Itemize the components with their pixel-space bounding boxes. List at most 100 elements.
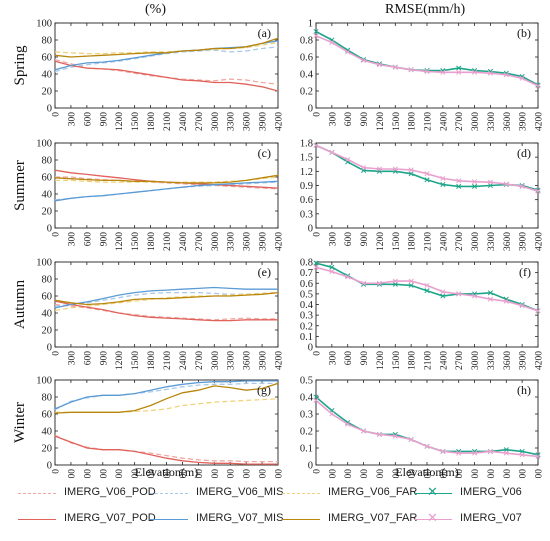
legend-label-v06-pod: IMERG_V06_POD	[64, 486, 156, 498]
x-tick-label: 4200	[275, 469, 285, 478]
y-tick-label: 100	[36, 139, 52, 150]
x-tick-label: 1200	[376, 112, 386, 131]
x-tick-label: 600	[344, 351, 354, 366]
series-line-v06-far	[55, 398, 279, 413]
x-tick-label: 2700	[455, 112, 465, 131]
series-line-v06-mis	[54, 181, 279, 201]
x-tick-label: 1200	[115, 351, 125, 370]
legend-line-v06-far	[282, 493, 320, 494]
x-tick-label: 2100	[424, 469, 434, 478]
x-tick-label: 3000	[471, 232, 481, 251]
x-tick-label: 2400	[439, 232, 449, 251]
x-tick-label: 3300	[227, 232, 237, 251]
series-marker-rmse-v07	[392, 64, 398, 70]
series-marker-rmse-v07	[361, 428, 367, 434]
series-marker-rmse-v07	[408, 278, 414, 284]
series-marker-rmse-v06	[535, 187, 541, 193]
series-marker-rmse-v07	[345, 421, 351, 427]
series-marker-rmse-v07	[345, 274, 351, 280]
x-tick-label: 1500	[392, 469, 402, 478]
series-marker-rmse-v07	[519, 183, 525, 189]
series-marker-rmse-v07	[361, 280, 367, 286]
y-tick-label: 40	[42, 70, 53, 81]
series-marker-rmse-v07	[535, 83, 541, 89]
x-tick-label: 900	[360, 232, 370, 247]
series-marker-rmse-v07	[313, 397, 319, 403]
series-marker-rmse-v07	[456, 450, 462, 456]
panel-tag: (g)	[257, 383, 271, 397]
x-tick-label: 900	[360, 469, 370, 478]
series-line-v06-mis	[54, 46, 279, 73]
series-marker-rmse-v07	[519, 75, 525, 81]
x-tick-label: 4200	[535, 351, 545, 370]
legend-line-v07-mis	[150, 519, 188, 520]
legend-line-rmse-v07	[414, 519, 452, 520]
series-marker-rmse-v07	[392, 278, 398, 284]
x-tick-label: 4200	[275, 232, 285, 251]
legend-line-v06-mis	[150, 493, 188, 494]
x-tick-label: 0	[52, 112, 62, 117]
y-tick-label: 0.6	[300, 279, 313, 290]
x-tick-label: 900	[99, 232, 109, 247]
panel-tag: (a)	[258, 26, 271, 40]
x-tick-label: 2100	[163, 351, 173, 370]
series-marker-rmse-v07	[313, 264, 319, 270]
x-tick-label: 900	[99, 351, 109, 366]
series-marker-rmse-v07	[313, 142, 319, 148]
season-label: Autumn	[12, 279, 28, 329]
legend-item-v06-far: IMERG_V06_FAR	[282, 486, 432, 500]
legend-item-v06-pod: IMERG_V06_POD	[18, 486, 168, 500]
series-marker-rmse-v06	[456, 65, 462, 71]
y-tick-label: 0.3	[300, 311, 313, 322]
x-tick-label: 3900	[519, 112, 529, 131]
series-line-rmse-v07	[315, 35, 539, 87]
series-marker-rmse-v07	[472, 293, 478, 299]
x-tick-label: 3300	[487, 232, 497, 251]
series-marker-rmse-v07	[503, 181, 509, 187]
series-marker-rmse-v06	[329, 264, 335, 270]
x-tick-label: 2400	[179, 232, 189, 251]
panel-tag: (d)	[517, 146, 531, 160]
series-marker-rmse-v07	[519, 303, 525, 309]
series-marker-rmse-v06	[408, 171, 414, 177]
y-tick-label: 0.2	[300, 87, 313, 98]
series-marker-rmse-v07	[424, 171, 430, 177]
x-tick-label: 300	[67, 351, 77, 366]
x-axis-label: Elevation(m)	[395, 465, 458, 478]
panel-b: 0 0.2 0.4 0.6 0.8 1 0 300 600 900 1200 1500 1800 2100…	[300, 19, 545, 132]
x-tick-label: 3600	[243, 351, 253, 370]
x-tick-label: 2400	[179, 351, 189, 370]
series-marker-rmse-v07	[440, 175, 446, 181]
x-tick-label: 0	[52, 232, 62, 237]
series-marker-rmse-v07	[424, 282, 430, 288]
series-marker-rmse-v07	[503, 298, 509, 304]
series-marker-rmse-v06	[424, 288, 430, 294]
y-tick-label: 0.3	[300, 410, 313, 421]
x-tick-label: 1500	[392, 232, 402, 251]
y-tick-label: 0.1	[300, 444, 313, 455]
series-line-v07-pod	[54, 300, 278, 322]
x-tick-label: 1200	[376, 232, 386, 251]
panel-frame	[54, 379, 279, 466]
legend-item-rmse-v07: ✕ IMERG_V07	[414, 510, 550, 526]
series-line-v06-far	[54, 291, 279, 312]
x-tick-label: 0	[52, 351, 62, 356]
series-marker-rmse-v07	[329, 269, 335, 275]
y-tick-label: 20	[42, 87, 53, 98]
x-tick-label: 3300	[227, 469, 237, 478]
x-tick-label: 1500	[131, 351, 141, 370]
x-tick-label: 3900	[259, 232, 269, 251]
legend-line-v07-pod	[18, 519, 56, 520]
x-tick-label: 900	[360, 351, 370, 366]
x-tick-label: 300	[328, 469, 338, 478]
x-tick-label: 600	[83, 232, 93, 247]
x-tick-label: 900	[360, 112, 370, 127]
x-tick-label: 2400	[439, 469, 449, 478]
series-marker-rmse-v07	[535, 188, 541, 194]
series-marker-rmse-v07	[361, 57, 367, 63]
series-marker-rmse-v07	[424, 68, 430, 75]
legend-item-v07-far: IMERG_V07_FAR	[282, 512, 432, 526]
series-marker-rmse-v07	[456, 178, 462, 184]
series-line-v07-pod	[54, 435, 278, 465]
